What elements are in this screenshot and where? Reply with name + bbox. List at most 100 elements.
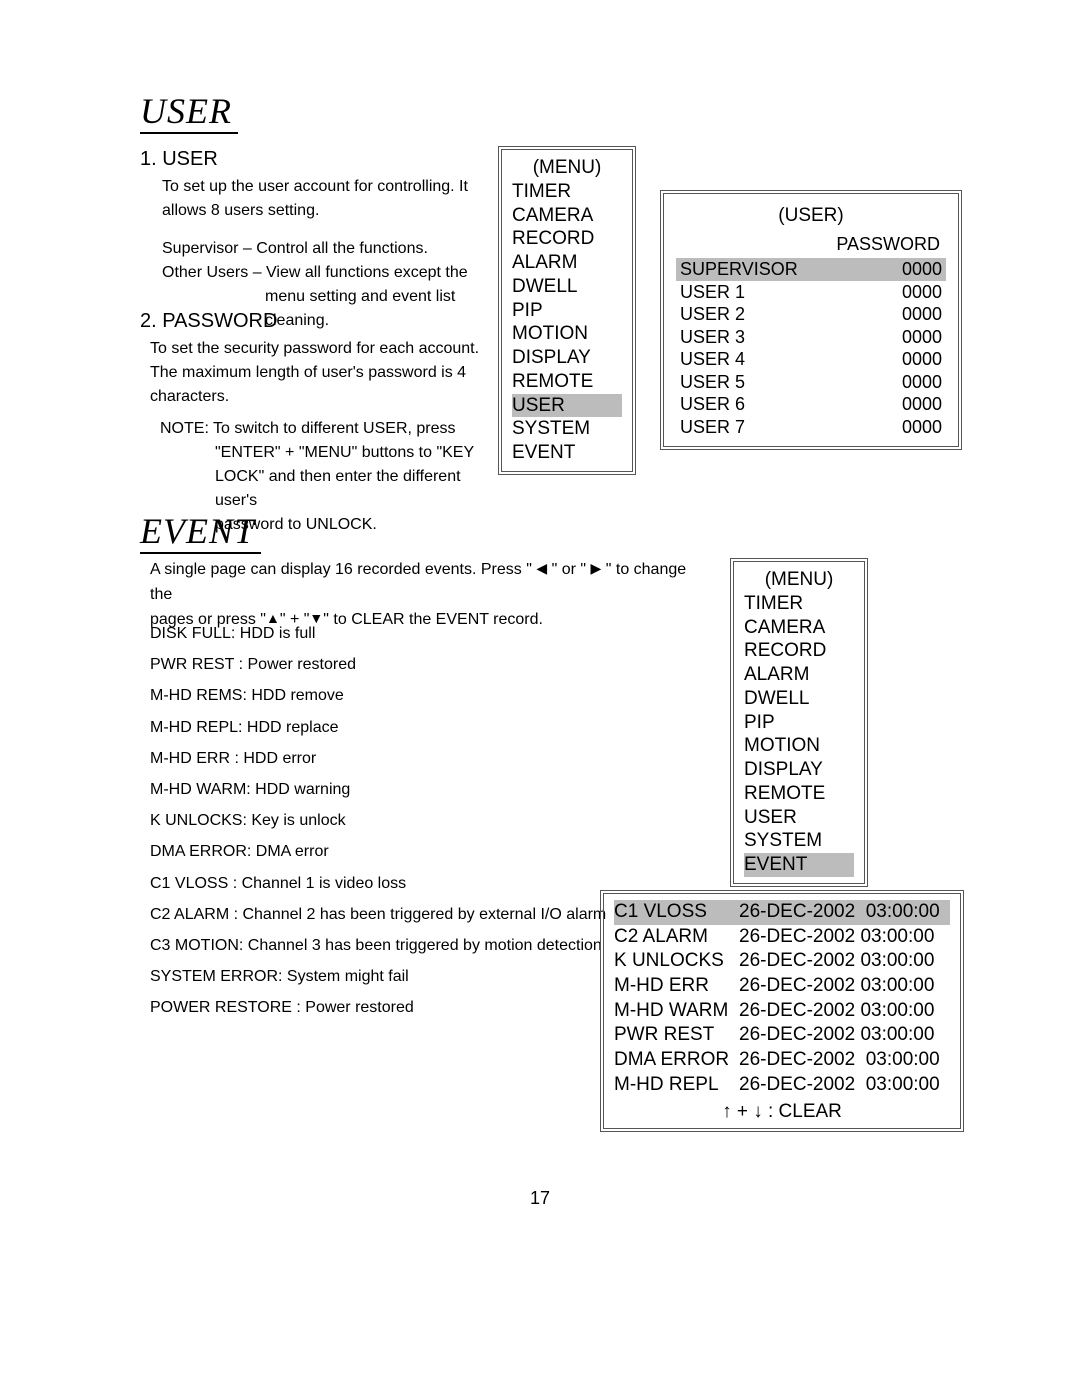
event-def: DISK FULL: HDD is full [150, 618, 680, 649]
user-row[interactable]: USER 7 0000 [676, 416, 946, 439]
user-password: 0000 [902, 281, 942, 304]
event-timestamp: 26-DEC-2002 03:00:00 [739, 1073, 940, 1098]
user-name: USER 6 [680, 393, 765, 416]
menu-item[interactable]: SYSTEM [512, 417, 622, 441]
menu-item[interactable]: USER [744, 806, 854, 830]
menu-item[interactable]: ALARM [744, 663, 854, 687]
user-password: 0000 [902, 348, 942, 371]
right-arrow-icon: ▶ [591, 558, 602, 580]
menu-item[interactable]: DISPLAY [512, 346, 622, 370]
menu-item[interactable]: CAMERA [512, 204, 622, 228]
event-timestamp: 26-DEC-2002 03:00:00 [739, 1048, 940, 1073]
user-panel-title: (USER) [676, 204, 946, 229]
menu-item[interactable]: TIMER [744, 592, 854, 616]
event-row[interactable]: M-HD WARM26-DEC-2002 03:00:00 [614, 999, 950, 1024]
event-row[interactable]: PWR REST26-DEC-2002 03:00:00 [614, 1023, 950, 1048]
event-timestamp: 26-DEC-2002 03:00:00 [739, 900, 940, 925]
menu-item[interactable]: MOTION [744, 734, 854, 758]
event-row[interactable]: C1 VLOSS26-DEC-2002 03:00:00 [614, 900, 950, 925]
event-name: M-HD REPL [614, 1073, 739, 1098]
user-row[interactable]: USER 2 0000 [676, 303, 946, 326]
event-name: DMA ERROR [614, 1048, 739, 1073]
menu-title: (MENU) [744, 568, 854, 592]
event-def: PWR REST : Power restored [150, 649, 680, 680]
event-row[interactable]: K UNLOCKS26-DEC-2002 03:00:00 [614, 949, 950, 974]
menu-item[interactable]: USER [512, 394, 622, 418]
supervisor-line: Supervisor – Control all the functions. [162, 237, 470, 261]
event-row[interactable]: C2 ALARM26-DEC-2002 03:00:00 [614, 925, 950, 950]
event-log: C1 VLOSS26-DEC-2002 03:00:00C2 ALARM26-D… [600, 890, 964, 1132]
menu-title: (MENU) [512, 156, 622, 180]
user-row[interactable]: USER 6 0000 [676, 393, 946, 416]
user-row[interactable]: SUPERVISOR 0000 [676, 258, 946, 281]
user-password: 0000 [902, 258, 942, 281]
menu-box-event: (MENU) TIMERCAMERARECORDALARMDWELLPIPMOT… [730, 558, 868, 887]
user-password: 0000 [902, 416, 942, 439]
section-title-event: EVENT [140, 510, 261, 554]
menu-item[interactable]: SYSTEM [744, 829, 854, 853]
event-def: M-HD ERR : HDD error [150, 743, 680, 774]
event-timestamp: 26-DEC-2002 03:00:00 [739, 974, 934, 999]
password-note2: "ENTER" + "MENU" buttons to "KEY [215, 441, 480, 465]
menu-item[interactable]: TIMER [512, 180, 622, 204]
event-row[interactable]: M-HD ERR26-DEC-2002 03:00:00 [614, 974, 950, 999]
event-name: C1 VLOSS [614, 900, 739, 925]
section-title-user: USER [140, 90, 238, 134]
event-def: M-HD REMS: HDD remove [150, 680, 680, 711]
event-def: M-HD WARM: HDD warning [150, 774, 680, 805]
user-desc: To set up the user account for controlli… [162, 175, 470, 223]
other-users-text2: menu setting and event list [265, 285, 470, 309]
event-timestamp: 26-DEC-2002 03:00:00 [739, 949, 934, 974]
heading-password: 2. PASSWORD [140, 310, 480, 333]
menu-item[interactable]: DISPLAY [744, 758, 854, 782]
user-password: 0000 [902, 303, 942, 326]
password-header: PASSWORD [676, 233, 946, 256]
user-row[interactable]: USER 4 0000 [676, 348, 946, 371]
menu-item[interactable]: PIP [744, 711, 854, 735]
menu-item[interactable]: DWELL [744, 687, 854, 711]
user-name: USER 5 [680, 371, 765, 394]
menu-item[interactable]: REMOTE [512, 370, 622, 394]
other-users-text1: View all functions except the [266, 264, 468, 281]
event-name: M-HD ERR [614, 974, 739, 999]
menu-box-user: (MENU) TIMERCAMERARECORDALARMDWELLPIPMOT… [498, 146, 636, 475]
menu-item[interactable]: DWELL [512, 275, 622, 299]
event-timestamp: 26-DEC-2002 03:00:00 [739, 1023, 934, 1048]
user-name: USER 2 [680, 303, 765, 326]
event-name: M-HD WARM [614, 999, 739, 1024]
heading-user: 1. USER [140, 148, 470, 171]
user-name: USER 3 [680, 326, 765, 349]
event-name: K UNLOCKS [614, 949, 739, 974]
event-def: K UNLOCKS: Key is unlock [150, 805, 680, 836]
password-note3: LOCK" and then enter the different user'… [215, 465, 480, 513]
menu-item[interactable]: RECORD [744, 639, 854, 663]
event-def: DMA ERROR: DMA error [150, 836, 680, 867]
user-row[interactable]: USER 1 0000 [676, 281, 946, 304]
user-row[interactable]: USER 5 0000 [676, 371, 946, 394]
menu-item[interactable]: ALARM [512, 251, 622, 275]
user-name: USER 1 [680, 281, 765, 304]
menu-item[interactable]: RECORD [512, 227, 622, 251]
event-name: PWR REST [614, 1023, 739, 1048]
menu-item[interactable]: PIP [512, 299, 622, 323]
menu-item[interactable]: REMOTE [744, 782, 854, 806]
menu-item[interactable]: MOTION [512, 322, 622, 346]
user-row[interactable]: USER 30000 [676, 326, 946, 349]
user-password: 0000 [902, 393, 942, 416]
event-timestamp: 26-DEC-2002 03:00:00 [739, 999, 934, 1024]
event-def: M-HD REPL: HDD replace [150, 712, 680, 743]
event-timestamp: 26-DEC-2002 03:00:00 [739, 925, 934, 950]
password-note1: NOTE: To switch to different USER, press [160, 417, 480, 441]
user-password: 0000 [902, 371, 942, 394]
event-row[interactable]: DMA ERROR26-DEC-2002 03:00:00 [614, 1048, 950, 1073]
left-arrow-icon: ◀ [536, 558, 547, 580]
user-name: SUPERVISOR [680, 258, 818, 281]
user-panel: (USER) PASSWORD SUPERVISOR 0000 USER 1 0000… [660, 190, 962, 450]
user-name: USER 4 [680, 348, 765, 371]
menu-item[interactable]: EVENT [744, 853, 854, 877]
menu-item[interactable]: CAMERA [744, 616, 854, 640]
password-desc: To set the security password for each ac… [150, 337, 480, 409]
event-row[interactable]: M-HD REPL26-DEC-2002 03:00:00 [614, 1073, 950, 1098]
menu-item[interactable]: EVENT [512, 441, 622, 465]
user-name: USER 7 [680, 416, 765, 439]
